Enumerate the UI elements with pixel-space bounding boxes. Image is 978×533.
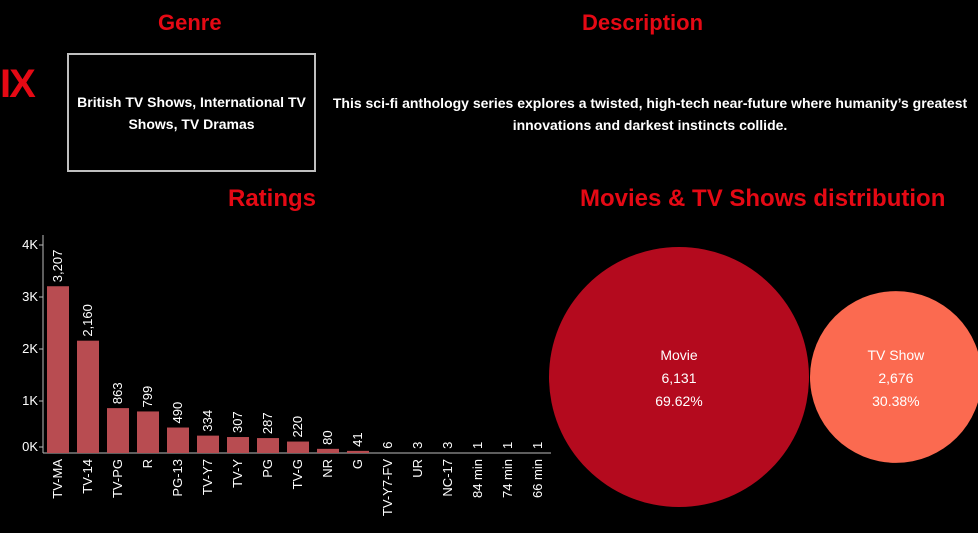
genre-box: British TV Shows, International TV Shows…	[67, 53, 316, 172]
y-tick-label: 2K	[22, 341, 38, 356]
bar-value-label: 41	[350, 432, 365, 446]
bar-value-label: 6	[380, 441, 395, 448]
bar-TV-14[interactable]	[77, 340, 99, 453]
bar-value-label: 1	[500, 442, 515, 449]
bar-NR[interactable]	[317, 448, 339, 453]
movie-bubble[interactable]: Movie 6,131 69.62%	[549, 247, 809, 507]
bar-TV-MA[interactable]	[47, 286, 69, 453]
bar-value-label: 863	[110, 382, 125, 404]
bar-value-label: 3,207	[50, 250, 65, 283]
bar-R[interactable]	[137, 411, 159, 453]
bubble-label: TV Show	[867, 347, 925, 363]
bar-PG[interactable]	[257, 438, 279, 453]
bar-value-label: 3	[440, 442, 455, 449]
bar-value-label: 80	[320, 430, 335, 444]
bubble-percent: 30.38%	[872, 393, 919, 409]
x-tick-label: R	[140, 459, 155, 468]
bar-value-label: 287	[260, 412, 275, 434]
genre-title: Genre	[158, 10, 222, 35]
y-tick-label: 3K	[22, 289, 38, 304]
bubble-label: Movie	[660, 347, 698, 363]
movie-bubble-circle[interactable]	[549, 247, 809, 507]
bar-value-label: 307	[230, 411, 245, 433]
x-tick-label: PG-13	[170, 459, 185, 497]
bar-value-label: 490	[170, 402, 185, 424]
x-tick-label: 66 min	[530, 459, 545, 498]
x-tick-label: TV-14	[80, 459, 95, 494]
tvshow-bubble-circle[interactable]	[810, 291, 978, 463]
bar-TV-PG[interactable]	[107, 408, 129, 453]
bar-value-label: 1	[470, 442, 485, 449]
bubble-percent: 69.62%	[655, 393, 702, 409]
x-tick-label: PG	[260, 459, 275, 478]
x-tick-label: TV-PG	[110, 459, 125, 498]
x-tick-label: TV-G	[290, 459, 305, 489]
ratings-bar-chart: 0K 1K 2K 3K 4K 3,207 TV-MA 2,160 TV-14 863 TV-PG 79…	[22, 235, 551, 516]
distribution-title: Movies & TV Shows distribution	[580, 185, 946, 212]
bar-value-label: 1	[530, 442, 545, 449]
bar-value-label: 334	[200, 410, 215, 432]
x-tick-label: TV-Y7-FV	[380, 459, 395, 516]
bar-value-label: 2,160	[80, 304, 95, 337]
x-tick-label: 84 min	[470, 459, 485, 498]
x-tick-label: NR	[320, 459, 335, 478]
bubble-value: 6,131	[661, 370, 696, 386]
x-tick-label: TV-MA	[50, 459, 65, 499]
bar-TV-Y7[interactable]	[197, 435, 219, 453]
y-tick-label: 0K	[22, 439, 38, 454]
x-tick-label: TV-Y7	[200, 459, 215, 495]
x-tick-label: 74 min	[500, 459, 515, 498]
bar-TV-G[interactable]	[287, 441, 309, 453]
ratings-title: Ratings	[228, 185, 317, 212]
x-tick-label: UR	[410, 459, 425, 478]
bar-TV-Y[interactable]	[227, 437, 249, 453]
description-text: This sci-fi anthology series explores a …	[332, 95, 968, 133]
genre-text: British TV Shows, International TV Shows…	[77, 93, 306, 132]
y-tick-label: 1K	[22, 393, 38, 408]
x-tick-label: NC-17	[440, 459, 455, 497]
bar-value-label: 3	[410, 442, 425, 449]
netflix-logo: IX	[0, 62, 36, 106]
bar-G[interactable]	[347, 450, 369, 453]
bar-value-label: 220	[290, 416, 305, 438]
y-tick-label: 4K	[22, 237, 38, 252]
description-title: Description	[582, 10, 704, 35]
x-tick-label: G	[350, 459, 365, 469]
distribution-bubble-chart: Movie 6,131 69.62% TV Show 2,676 30.38%	[549, 247, 978, 507]
bar-value-label: 799	[140, 386, 155, 408]
bubble-value: 2,676	[878, 370, 913, 386]
tvshow-bubble[interactable]: TV Show 2,676 30.38%	[810, 291, 978, 463]
bar-PG-13[interactable]	[167, 427, 189, 453]
x-tick-label: TV-Y	[230, 459, 245, 488]
